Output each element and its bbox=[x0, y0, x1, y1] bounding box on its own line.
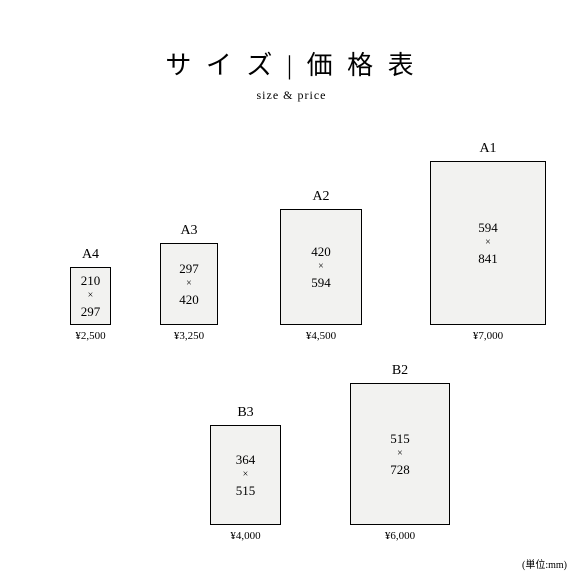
dim-width: 515 bbox=[390, 429, 410, 449]
price-label: ¥4,000 bbox=[210, 530, 281, 542]
unit-note: (単位:mm) bbox=[522, 556, 567, 571]
size-label: B2 bbox=[350, 363, 450, 379]
price-label: ¥2,500 bbox=[70, 330, 111, 342]
dim-height: 841 bbox=[478, 249, 498, 269]
dim-height: 594 bbox=[311, 273, 331, 293]
size-item-b2: B2 515×728 ¥6,000 bbox=[350, 363, 450, 542]
size-item-a3: A3 297×420 ¥3,250 bbox=[160, 223, 218, 342]
price-label: ¥6,000 bbox=[350, 530, 450, 542]
size-box: 364×515 bbox=[210, 425, 281, 525]
size-box: 515×728 bbox=[350, 383, 450, 525]
size-item-a1: A1 594×841 ¥7,000 bbox=[430, 141, 546, 342]
size-label: A2 bbox=[280, 189, 362, 205]
dim-width: 297 bbox=[179, 259, 199, 279]
title-main: サ イ ズ | 価 格 表 bbox=[0, 45, 583, 82]
title-block: サ イ ズ | 価 格 表 size & price bbox=[0, 0, 583, 103]
size-box: 210×297 bbox=[70, 267, 111, 325]
dim-width: 364 bbox=[236, 450, 256, 470]
size-box: 297×420 bbox=[160, 243, 218, 325]
dim-width: 210 bbox=[81, 271, 101, 291]
title-subtitle: size & price bbox=[0, 88, 583, 103]
dim-height: 297 bbox=[81, 302, 101, 322]
size-label: B3 bbox=[210, 405, 281, 421]
dim-height: 420 bbox=[179, 290, 199, 310]
price-label: ¥3,250 bbox=[160, 330, 218, 342]
dim-width: 420 bbox=[311, 242, 331, 262]
size-label: A1 bbox=[430, 141, 546, 157]
dim-height: 728 bbox=[390, 460, 410, 480]
dim-times-icon: × bbox=[318, 261, 324, 273]
size-item-a4: A4 210×297 ¥2,500 bbox=[70, 247, 111, 342]
dim-width: 594 bbox=[478, 218, 498, 238]
size-box: 420×594 bbox=[280, 209, 362, 325]
price-label: ¥7,000 bbox=[430, 330, 546, 342]
dim-times-icon: × bbox=[88, 290, 94, 302]
size-item-b3: B3 364×515 ¥4,000 bbox=[210, 405, 281, 542]
dim-times-icon: × bbox=[397, 448, 403, 460]
size-box: 594×841 bbox=[430, 161, 546, 325]
size-label: A4 bbox=[70, 247, 111, 263]
size-item-a2: A2 420×594 ¥4,500 bbox=[280, 189, 362, 342]
size-label: A3 bbox=[160, 223, 218, 239]
dim-height: 515 bbox=[236, 481, 256, 501]
dim-times-icon: × bbox=[485, 237, 491, 249]
dim-times-icon: × bbox=[243, 469, 249, 481]
price-label: ¥4,500 bbox=[280, 330, 362, 342]
dim-times-icon: × bbox=[186, 278, 192, 290]
